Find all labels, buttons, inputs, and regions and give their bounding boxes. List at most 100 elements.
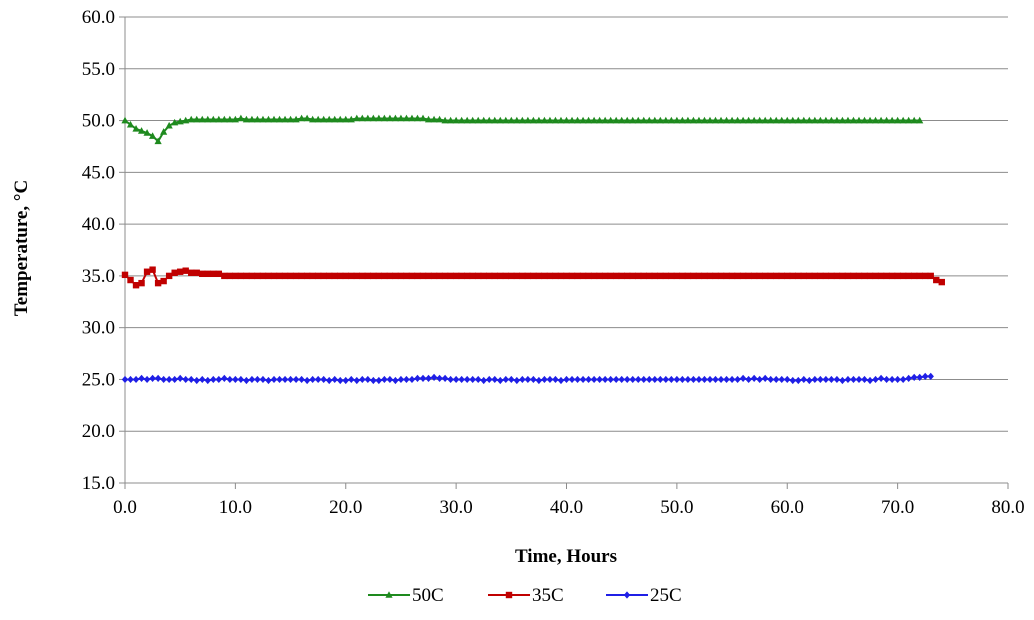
data-point-35C	[165, 272, 173, 280]
data-point-50C	[899, 116, 907, 124]
data-point-25C	[728, 375, 736, 384]
data-point-50C	[684, 116, 692, 124]
data-point-35C	[364, 272, 372, 280]
data-point-25C	[844, 375, 852, 384]
data-point-35C	[182, 267, 189, 274]
y-tick-label: 50.0	[82, 111, 115, 132]
data-point-25C	[348, 375, 355, 384]
y-axis-title: Temperature, °C	[11, 180, 32, 316]
data-point-35C	[447, 272, 454, 280]
data-point-25C	[552, 375, 559, 384]
data-point-35C	[717, 272, 725, 280]
data-point-25C	[414, 374, 421, 383]
data-point-35C	[243, 272, 250, 280]
data-point-25C	[359, 375, 366, 384]
data-point-35C	[861, 272, 868, 280]
data-point-50C	[722, 116, 731, 124]
data-point-35C	[662, 272, 670, 280]
data-point-25C	[739, 374, 747, 383]
gridlines	[125, 16, 1008, 432]
data-point-25C	[861, 375, 868, 384]
data-point-25C	[640, 375, 647, 384]
data-point-50C	[822, 116, 830, 124]
data-point-25C	[143, 375, 151, 384]
data-point-25C	[910, 373, 918, 381]
data-point-50C	[364, 114, 372, 122]
data-point-35C	[430, 272, 438, 280]
data-point-50C	[204, 115, 212, 123]
data-point-50C	[866, 116, 874, 124]
data-point-35C	[756, 272, 763, 280]
x-tick-label: 0.0	[113, 497, 137, 518]
data-point-35C	[331, 272, 338, 280]
data-point-25C	[397, 375, 405, 384]
data-point-25C	[463, 375, 471, 384]
data-point-25C	[756, 375, 763, 384]
data-point-25C	[325, 376, 333, 385]
data-point-50C	[579, 116, 587, 124]
data-point-50C	[882, 116, 891, 124]
data-point-25C	[176, 374, 184, 383]
data-point-50C	[148, 132, 157, 139]
data-point-50C	[215, 115, 223, 123]
data-point-35C	[806, 272, 813, 280]
data-point-50C	[612, 116, 620, 124]
data-point-25C	[171, 375, 178, 384]
data-point-50C	[745, 116, 753, 124]
data-point-25C	[298, 375, 305, 384]
data-point-35C	[778, 272, 785, 280]
data-point-25C	[646, 375, 653, 384]
data-point-50C	[358, 114, 366, 122]
data-point-35C	[436, 272, 443, 280]
data-point-25C	[811, 375, 819, 384]
data-point-50C	[590, 116, 598, 124]
data-point-50C	[888, 116, 896, 124]
data-point-25C	[795, 376, 802, 385]
data-point-50C	[513, 116, 521, 124]
data-point-25C	[767, 375, 774, 384]
data-point-50C	[391, 114, 400, 122]
data-point-50C	[182, 116, 190, 124]
data-point-35C	[761, 272, 769, 280]
data-point-35C	[833, 272, 841, 280]
data-point-50C	[369, 114, 377, 122]
data-point-25C	[452, 375, 460, 384]
data-point-50C	[402, 114, 411, 122]
data-point-25C	[259, 375, 267, 384]
data-point-50C	[877, 116, 885, 124]
data-point-25C	[690, 375, 697, 384]
data-point-25C	[789, 376, 796, 385]
series-35C	[121, 266, 945, 289]
data-point-25C	[778, 375, 785, 384]
data-point-35C	[237, 272, 245, 280]
data-point-25C	[712, 375, 719, 384]
data-point-35C	[899, 272, 907, 280]
data-point-25C	[701, 375, 708, 384]
data-point-25C	[121, 375, 129, 384]
data-point-25C	[773, 375, 780, 384]
x-tick-label: 70.0	[881, 497, 914, 518]
data-point-50C	[331, 115, 339, 123]
data-point-35C	[392, 272, 399, 280]
data-point-50C	[645, 116, 653, 124]
data-point-35C	[292, 272, 300, 280]
data-point-50C	[695, 116, 703, 124]
data-point-50C	[242, 115, 251, 123]
data-point-25C	[276, 375, 283, 384]
data-point-25C	[519, 375, 526, 384]
data-point-50C	[910, 116, 918, 124]
data-point-50C	[253, 115, 262, 123]
data-point-35C	[314, 272, 322, 280]
data-point-25C	[894, 375, 901, 384]
data-point-25C	[585, 375, 592, 384]
data-point-50C	[656, 116, 664, 124]
data-point-35C	[596, 272, 603, 280]
data-point-50C	[783, 116, 791, 124]
data-point-50C	[325, 115, 333, 123]
data-point-25C	[563, 375, 570, 384]
data-point-50C	[165, 121, 173, 129]
data-point-50C	[717, 116, 725, 124]
data-point-35C	[475, 272, 482, 280]
data-point-25C	[370, 376, 377, 385]
